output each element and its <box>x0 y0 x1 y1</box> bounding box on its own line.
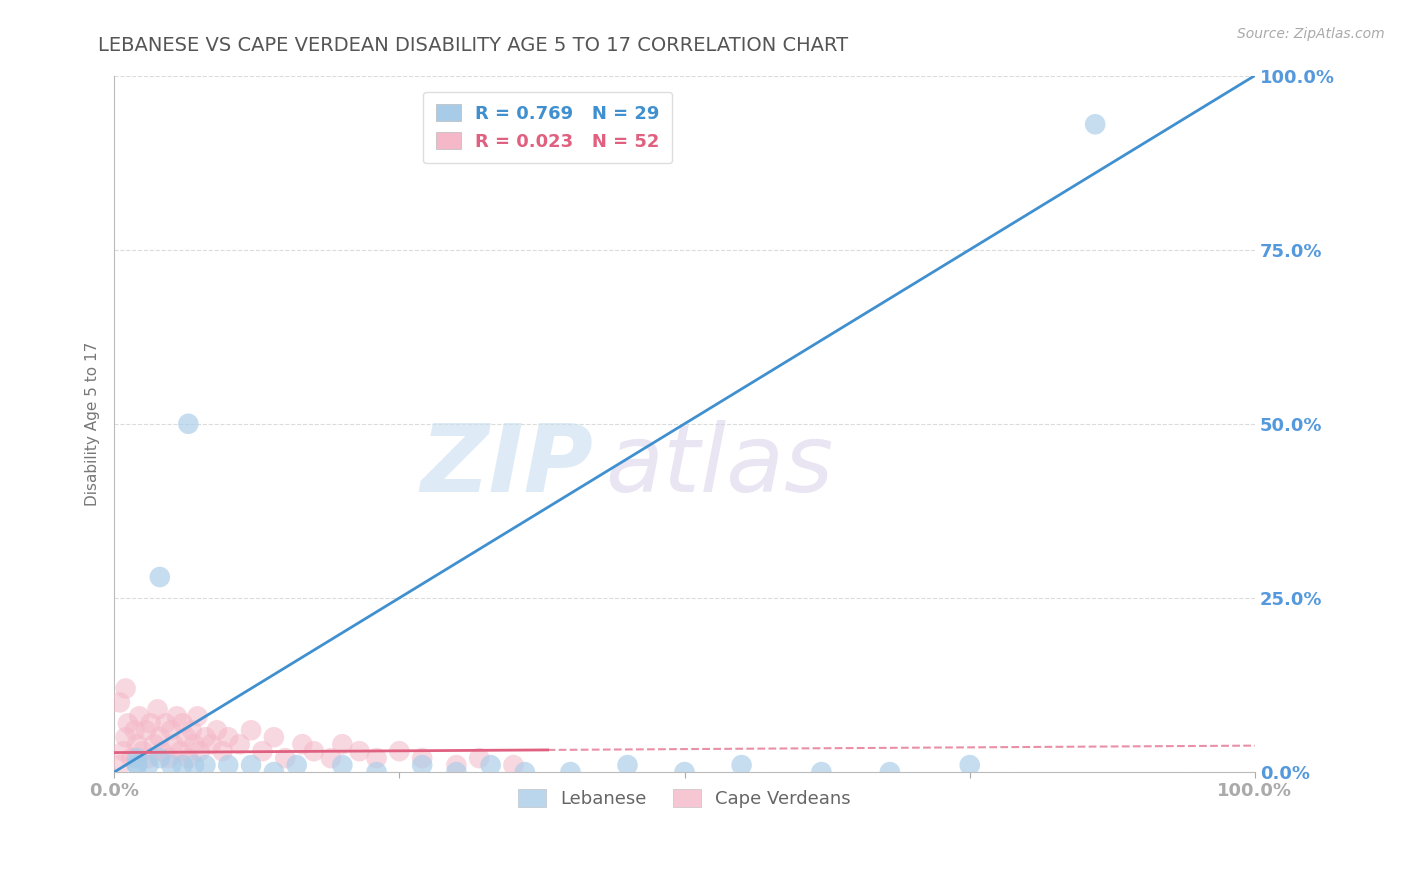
Point <box>177 417 200 431</box>
Point <box>162 737 184 751</box>
Point <box>673 765 696 780</box>
Point <box>143 737 166 751</box>
Point <box>169 744 191 758</box>
Point <box>166 709 188 723</box>
Point <box>330 758 353 772</box>
Y-axis label: Disability Age 5 to 17: Disability Age 5 to 17 <box>86 342 100 506</box>
Point <box>112 744 135 758</box>
Point <box>285 758 308 772</box>
Point <box>730 758 752 772</box>
Point <box>194 731 217 745</box>
Point <box>150 744 173 758</box>
Point <box>205 723 228 738</box>
Point <box>200 737 222 751</box>
Point <box>155 716 177 731</box>
Point <box>330 737 353 751</box>
Point <box>125 758 148 772</box>
Point <box>228 737 250 751</box>
Legend: Lebanese, Cape Verdeans: Lebanese, Cape Verdeans <box>512 781 858 815</box>
Point <box>411 758 433 772</box>
Point <box>183 758 205 772</box>
Point <box>149 751 172 765</box>
Point <box>366 765 388 780</box>
Point <box>172 716 194 731</box>
Point <box>157 751 180 765</box>
Point <box>479 758 502 772</box>
Point <box>183 737 205 751</box>
Point <box>468 751 491 765</box>
Point <box>131 744 153 758</box>
Point <box>139 716 162 731</box>
Point <box>211 744 233 758</box>
Point <box>160 723 183 738</box>
Point <box>446 758 468 772</box>
Point <box>616 758 638 772</box>
Point <box>263 731 285 745</box>
Point <box>124 723 146 738</box>
Point <box>120 751 142 765</box>
Point <box>180 723 202 738</box>
Text: atlas: atlas <box>605 420 832 511</box>
Point <box>186 709 208 723</box>
Point <box>160 758 183 772</box>
Point <box>125 751 148 765</box>
Point <box>1084 117 1107 131</box>
Point <box>174 731 197 745</box>
Point <box>240 723 263 738</box>
Point <box>810 765 832 780</box>
Point <box>411 751 433 765</box>
Point <box>252 744 274 758</box>
Point <box>274 751 297 765</box>
Text: ZIP: ZIP <box>420 419 593 512</box>
Point <box>117 716 139 731</box>
Point <box>149 731 172 745</box>
Point <box>194 758 217 772</box>
Point <box>388 744 411 758</box>
Point <box>138 758 160 772</box>
Point <box>138 751 160 765</box>
Point <box>446 765 468 780</box>
Point <box>291 737 314 751</box>
Point <box>177 751 200 765</box>
Point <box>302 744 325 758</box>
Point <box>349 744 371 758</box>
Point <box>172 758 194 772</box>
Point <box>149 570 172 584</box>
Point <box>366 751 388 765</box>
Point <box>217 758 239 772</box>
Point <box>146 702 169 716</box>
Text: LEBANESE VS CAPE VERDEAN DISABILITY AGE 5 TO 17 CORRELATION CHART: LEBANESE VS CAPE VERDEAN DISABILITY AGE … <box>98 36 849 54</box>
Point <box>114 731 136 745</box>
Point <box>108 695 131 709</box>
Point <box>959 758 981 772</box>
Point <box>188 744 211 758</box>
Point <box>513 765 536 780</box>
Point <box>319 751 342 765</box>
Point <box>128 709 150 723</box>
Point <box>240 758 263 772</box>
Point <box>879 765 901 780</box>
Point <box>125 758 148 772</box>
Point <box>560 765 582 780</box>
Point <box>502 758 524 772</box>
Point <box>114 681 136 696</box>
Text: Source: ZipAtlas.com: Source: ZipAtlas.com <box>1237 27 1385 41</box>
Point <box>108 758 131 772</box>
Point <box>125 737 148 751</box>
Point <box>135 723 157 738</box>
Point <box>263 765 285 780</box>
Point <box>217 731 239 745</box>
